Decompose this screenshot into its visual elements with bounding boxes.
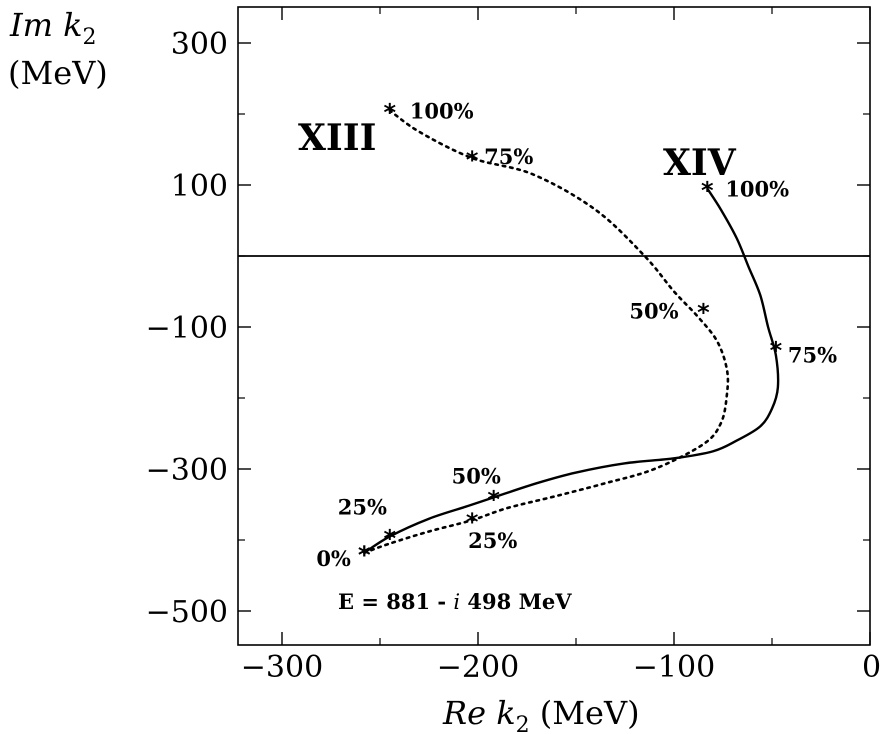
x-axis-title-unit: (MeV) <box>530 694 640 732</box>
energy-annotation-prefix: E = 881 - <box>338 589 453 614</box>
y-tick-label: −500 <box>146 595 228 630</box>
series-line-xiii <box>363 109 730 555</box>
point-marker-xiii: * <box>358 541 371 569</box>
point-marker-xiii: * <box>697 299 710 327</box>
energy-annotation-italic: i <box>453 590 460 614</box>
x-tick-label: −200 <box>437 650 519 685</box>
point-marker-xiii: * <box>466 508 479 536</box>
series-markers: *0%*25%*50%* 75%* 100%**25% *50%* 75%* 100% <box>316 98 837 570</box>
point-label-xiii: 25% <box>468 528 517 553</box>
point-label-xiii: 50% <box>629 299 678 324</box>
point-marker-xiv: * <box>384 524 397 552</box>
point-label-xiv: 50% <box>452 463 501 488</box>
x-tick-label: 0 <box>862 650 880 685</box>
x-tick-label: −300 <box>241 650 323 685</box>
point-marker-xiii: * <box>466 146 479 174</box>
point-label-xiv: 75% <box>788 342 837 367</box>
point-marker-xiv: * <box>770 336 783 364</box>
series-curves <box>363 109 780 555</box>
x-axis-title-name: Re k <box>442 694 516 732</box>
point-marker-xiv: * <box>701 177 714 205</box>
y-axis-title-name: Im k <box>9 6 83 44</box>
y-tick-label: 300 <box>171 27 228 62</box>
series-line-xiv <box>363 187 780 554</box>
point-marker-xiv: * <box>358 541 371 569</box>
x-axis-title-sub: 2 <box>516 713 530 734</box>
point-label-xiv: 100% <box>725 177 789 202</box>
point-marker-xiii: * <box>384 98 397 126</box>
energy-annotation-suffix: 498 MeV <box>460 589 572 614</box>
y-tick-label: −100 <box>146 311 228 346</box>
tick-labels: −300 −200 −100 0 300 100 −100 −300 −500 <box>146 27 880 685</box>
point-marker-xiv: * <box>487 485 500 513</box>
x-tick-label: −100 <box>633 650 715 685</box>
x-axis-title: Re k2 (MeV) <box>442 694 640 734</box>
y-tick-label: 100 <box>171 169 228 204</box>
point-label-xiv: 25% <box>338 494 387 519</box>
point-label-xiii: 100% <box>410 98 474 123</box>
energy-annotation: E = 881 - i 498 MeV <box>338 589 572 614</box>
y-axis-unit: (MeV) <box>8 54 108 92</box>
plot-frame <box>237 6 871 646</box>
curve-label-xiii: XIII <box>298 117 376 159</box>
y-tick-label: −300 <box>146 453 228 488</box>
axis-ticks <box>238 7 871 645</box>
point-label-xiii: 0% <box>316 546 351 571</box>
curve-label-xiv: XIV <box>663 142 737 184</box>
y-axis-title-sub: 2 <box>83 25 97 50</box>
y-axis-title: Im k2 <box>9 6 97 50</box>
point-label-xiii: 75% <box>484 144 533 169</box>
